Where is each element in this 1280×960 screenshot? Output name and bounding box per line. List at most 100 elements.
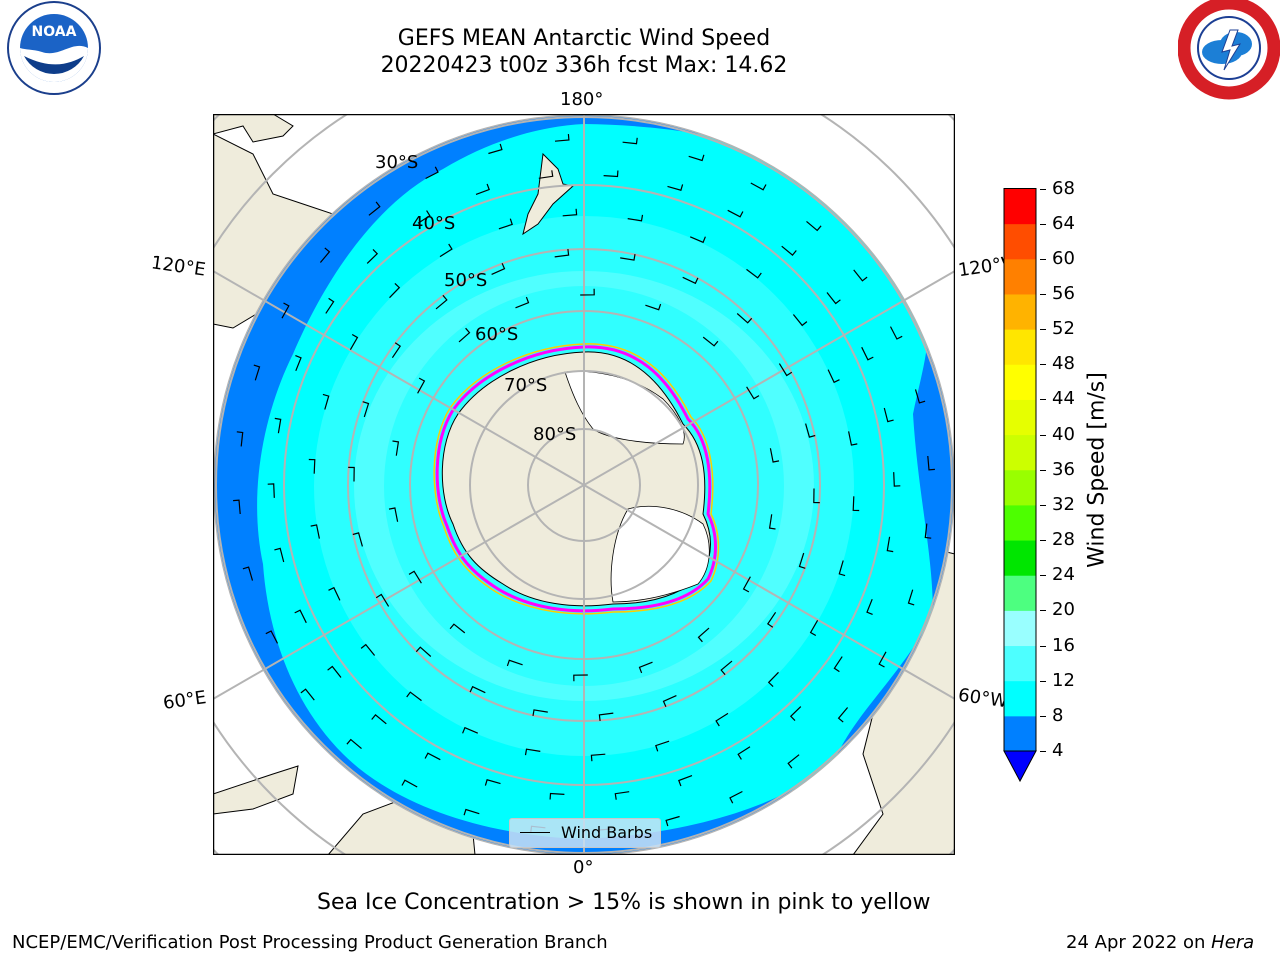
wind-barb	[435, 294, 448, 310]
colorbar-segment	[1004, 575, 1036, 611]
wind-barb	[549, 792, 565, 800]
colorbar-tick-label: 28	[1052, 529, 1075, 551]
wind-barb	[325, 297, 335, 314]
wind-barb	[927, 455, 935, 471]
colorbar-tick-label: 32	[1052, 493, 1075, 515]
wind-barb	[667, 184, 684, 191]
wind-barb	[538, 170, 554, 179]
wind-barb	[425, 166, 439, 180]
wind-barb	[720, 660, 733, 676]
wind-barb	[294, 609, 307, 624]
wind-barb	[532, 709, 548, 716]
colorbar-segment	[1004, 293, 1036, 330]
wind-barb	[750, 182, 767, 191]
wind-barb	[742, 576, 751, 593]
lat-label-60s: 60°S	[475, 324, 519, 345]
wind-barb	[746, 268, 762, 279]
lon-label-180: 180°	[560, 89, 604, 110]
colorbar-tick	[1040, 293, 1046, 295]
wind-barb	[638, 661, 653, 674]
lon-label-120e: 120°E	[149, 252, 207, 281]
colorbar-tick	[1040, 540, 1046, 542]
colorbar	[1003, 188, 1037, 783]
wind-barb	[889, 326, 903, 340]
wind-barb	[924, 523, 932, 539]
wind-barb	[848, 431, 858, 446]
wind-barb	[424, 752, 441, 761]
wind-barb	[702, 336, 719, 347]
wind-barb	[789, 706, 802, 722]
wind-barb	[627, 214, 644, 222]
wind-barb	[401, 779, 418, 788]
wind-barb	[449, 623, 466, 634]
wind-barb	[253, 364, 261, 381]
colorbar-tick	[1040, 329, 1046, 331]
colorbar-tick-label: 52	[1052, 318, 1075, 340]
wind-barb	[598, 712, 614, 721]
svg-text:NOAA: NOAA	[32, 24, 77, 40]
wind-barb	[768, 514, 776, 530]
wind-barb	[295, 355, 302, 372]
colorbar-tick	[1040, 575, 1046, 577]
colorbar-segment	[1004, 434, 1036, 471]
colorbar-tick-label: 44	[1052, 388, 1075, 410]
colorbar-extend-triangle	[1003, 750, 1037, 783]
wind-barb	[866, 598, 873, 615]
legend-label: Wind Barbs	[561, 823, 653, 842]
colorbar-segment	[1004, 645, 1036, 682]
colorbar-segment	[1004, 223, 1036, 260]
wind-barb	[274, 417, 282, 434]
chart-subtitle: 20220423 t00z 336h fcst Max: 14.62	[380, 53, 788, 78]
colorbar-tick-label: 60	[1052, 247, 1075, 269]
wind-barb	[458, 327, 471, 343]
lat-label-50s: 50°S	[444, 270, 488, 291]
noaa-logo-icon: NOAA	[7, 1, 101, 95]
lat-label-30s: 30°S	[375, 152, 419, 173]
wind-barb	[488, 143, 503, 155]
wind-barb	[861, 346, 874, 361]
wind-barb	[319, 247, 331, 263]
wind-barb	[498, 218, 513, 230]
colorbar-segment	[1004, 364, 1036, 400]
sea-ice-edge-yellow	[433, 343, 720, 615]
wind-barb	[792, 314, 808, 327]
wind-barb	[655, 740, 670, 752]
wind-barb	[590, 753, 606, 762]
wind-barb	[838, 560, 846, 577]
wind-barb	[408, 570, 422, 584]
nws-logo-icon	[1178, 0, 1280, 100]
australia-landmass	[213, 114, 294, 143]
colorbar-tick-label: 4	[1052, 740, 1064, 761]
wind-barb	[233, 499, 241, 515]
colorbar-segment	[1004, 610, 1036, 647]
wind-barb	[697, 627, 710, 643]
wind-barb	[562, 208, 578, 217]
wind-barb	[327, 665, 342, 678]
wind-barb-legend-line	[520, 832, 550, 833]
wind-barb	[837, 707, 849, 723]
wind-barb	[274, 547, 285, 563]
wind-barb	[265, 630, 279, 644]
colorbar-tick	[1040, 188, 1046, 190]
wind-barb	[462, 726, 479, 734]
wind-barb	[308, 458, 316, 474]
wind-barb	[580, 288, 595, 296]
colorbar-tick-label: 12	[1052, 669, 1075, 691]
wind-barb	[360, 643, 376, 656]
chart-title: GEFS MEAN Antarctic Wind Speed	[397, 26, 771, 51]
colorbar-tick	[1040, 610, 1046, 612]
colorbar-tick	[1040, 751, 1046, 752]
wind-barb	[573, 674, 588, 682]
colorbar-tick-label: 8	[1052, 704, 1064, 726]
wind-barb	[352, 532, 363, 547]
wind-barb	[491, 262, 506, 275]
wind-barb	[415, 646, 432, 657]
map-legend: Wind Barbs	[509, 818, 661, 848]
wind-barb	[515, 296, 530, 309]
wind-barb	[678, 775, 693, 787]
wind-barb	[366, 248, 379, 264]
wind-barb	[853, 269, 868, 282]
wind-barb	[798, 552, 806, 569]
colorbar-segment	[1004, 680, 1036, 717]
wind-barb	[349, 333, 359, 350]
